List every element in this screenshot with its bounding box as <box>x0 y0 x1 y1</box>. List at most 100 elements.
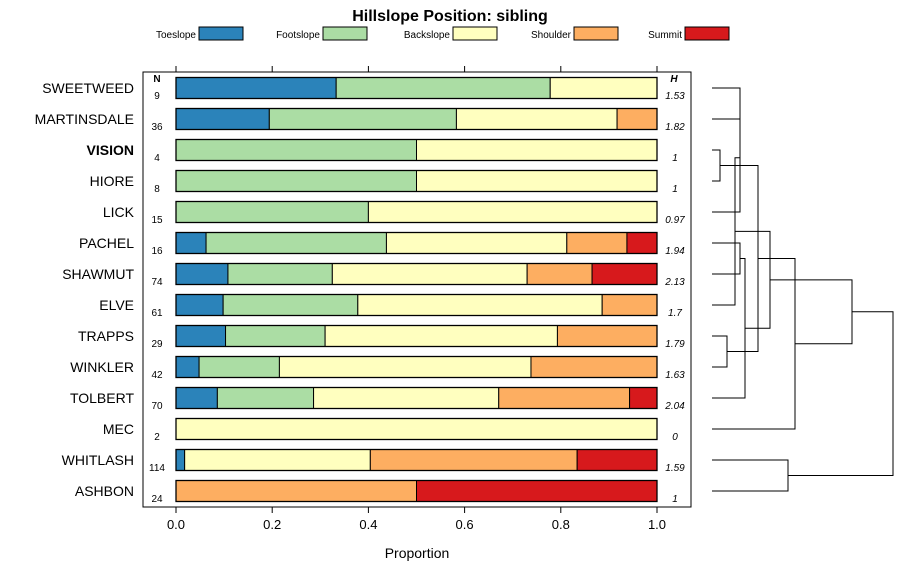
h-value-lick: 0.97 <box>665 215 685 226</box>
bar-outline-winkler <box>175 355 658 379</box>
bar-outline-hiore <box>175 169 658 193</box>
h-value-vision: 1 <box>672 153 678 164</box>
h-column-header: H <box>670 74 678 85</box>
legend-label-backslope: Backslope <box>404 30 451 41</box>
row-label-trapps: TRAPPS <box>78 328 134 344</box>
bar-segment-winkler-toeslope <box>175 356 200 378</box>
h-value-shawmut: 2.13 <box>664 277 685 288</box>
bar-segment-tolbert-shoulder <box>498 387 631 409</box>
x-tick-label-2: 0.4 <box>359 517 377 532</box>
bar-segment-lick-backslope <box>367 201 658 223</box>
dendrogram-link-h <box>720 165 759 352</box>
bar-outline-ashbon <box>175 479 658 503</box>
row-label-ashbon: ASHBON <box>75 483 134 499</box>
dendrogram-link-k <box>712 459 789 492</box>
x-axis: 0.0 0.2 0.4 0.6 0.8 1.0 <box>167 66 666 532</box>
bar-segment-martinsdale-shoulder <box>616 108 658 130</box>
bar-segment-tolbert-toeslope <box>175 387 218 409</box>
bar-segment-mec-backslope <box>175 418 658 440</box>
bar-segment-tolbert-backslope <box>313 387 500 409</box>
bar-segment-hiore-footslope <box>175 170 417 192</box>
n-value-pachel: 16 <box>151 246 163 257</box>
dendrogram-link-b <box>712 149 721 182</box>
bar-segment-martinsdale-toeslope <box>175 108 270 130</box>
bar-segment-sweetweed-footslope <box>335 77 551 99</box>
bar-segment-hiore-backslope <box>416 170 658 192</box>
bar-segment-trapps-toeslope <box>175 325 227 347</box>
bar-segment-ashbon-summit <box>416 480 658 502</box>
bar-outline-tolbert <box>175 386 658 410</box>
h-value-elve: 1.7 <box>668 308 682 319</box>
bar-rows: SWEETWEED 9 1.53 MARTINSDALE 36 1.82 VISION 4 1 H… <box>35 76 685 505</box>
bar-segment-ashbon-shoulder <box>175 480 417 502</box>
row-label-hiore: HIORE <box>90 173 134 189</box>
n-value-mec: 2 <box>154 432 160 443</box>
bar-segment-pachel-footslope <box>205 232 387 254</box>
legend-label-toeslope: Toeslope <box>156 30 196 41</box>
bar-segment-pachel-toeslope <box>175 232 207 254</box>
x-tick-label-0: 0.0 <box>167 517 185 532</box>
row-label-elve: ELVE <box>99 297 134 313</box>
n-value-trapps: 29 <box>151 339 163 350</box>
n-value-martinsdale: 36 <box>151 122 163 133</box>
h-value-ashbon: 1 <box>672 494 678 505</box>
legend-label-summit: Summit <box>648 30 682 41</box>
dendrogram-link-j <box>712 258 796 430</box>
h-value-winkler: 1.63 <box>665 370 685 381</box>
legend-swatch-shoulder <box>573 26 619 41</box>
x-tick-label-5: 1.0 <box>648 517 666 532</box>
bar-outline-lick <box>175 200 658 224</box>
dendrogram <box>712 87 894 492</box>
bar-segment-lick-footslope <box>175 201 369 223</box>
n-value-lick: 15 <box>151 215 163 226</box>
bar-segment-tolbert-summit <box>629 387 658 409</box>
row-label-martinsdale: MARTINSDALE <box>35 111 134 127</box>
dendrogram-link-a <box>712 87 741 120</box>
n-value-shawmut: 74 <box>151 277 163 288</box>
bar-segment-winkler-backslope <box>278 356 532 378</box>
bar-segment-whitlash-shoulder <box>369 449 578 471</box>
row-label-whitlash: WHITLASH <box>62 452 134 468</box>
legend-swatch-footslope <box>322 26 368 41</box>
bar-outline-shawmut <box>175 262 658 286</box>
bar-segment-pachel-shoulder <box>566 232 628 254</box>
legend-label-shoulder: Shoulder <box>531 30 572 41</box>
chart-title: Hillslope Position: sibling <box>352 8 548 25</box>
bar-segment-shawmut-shoulder <box>526 263 593 285</box>
bar-segment-vision-backslope <box>416 139 658 161</box>
dendrogram-link-g <box>712 258 746 399</box>
bar-segment-whitlash-toeslope <box>175 449 186 471</box>
bar-outline-pachel <box>175 231 658 255</box>
bar-segment-trapps-shoulder <box>556 325 658 347</box>
bar-segment-shawmut-footslope <box>227 263 333 285</box>
row-label-winkler: WINKLER <box>70 359 134 375</box>
n-value-elve: 61 <box>151 308 163 319</box>
bar-outline-vision <box>175 138 658 162</box>
row-label-lick: LICK <box>103 204 135 220</box>
bar-segment-pachel-backslope <box>385 232 568 254</box>
n-value-tolbert: 70 <box>151 401 163 412</box>
x-tick-label-3: 0.6 <box>456 517 474 532</box>
x-tick-label-4: 0.8 <box>552 517 570 532</box>
legend-swatch-toeslope <box>198 26 244 41</box>
bar-outline-whitlash <box>175 448 658 472</box>
n-value-vision: 4 <box>154 153 160 164</box>
bar-outline-elve <box>175 293 658 317</box>
bar-segment-elve-footslope <box>222 294 359 316</box>
legend: Toeslope Footslope Backslope Shoulder Summit <box>156 26 730 41</box>
legend-label-footslope: Footslope <box>276 30 320 41</box>
row-label-pachel: PACHEL <box>79 235 134 251</box>
h-value-pachel: 1.94 <box>665 246 685 257</box>
bar-outline-sweetweed <box>175 76 658 100</box>
bar-segment-vision-footslope <box>175 139 417 161</box>
dendrogram-link-d <box>712 242 741 275</box>
bar-segment-winkler-footslope <box>198 356 280 378</box>
h-value-tolbert: 2.04 <box>664 401 685 412</box>
bar-segment-whitlash-summit <box>576 449 658 471</box>
bar-segment-shawmut-summit <box>591 263 658 285</box>
row-label-sweetweed: SWEETWEED <box>42 80 134 96</box>
bar-segment-pachel-summit <box>626 232 658 254</box>
bar-segment-tolbert-footslope <box>216 387 315 409</box>
bar-segment-whitlash-backslope <box>184 449 371 471</box>
